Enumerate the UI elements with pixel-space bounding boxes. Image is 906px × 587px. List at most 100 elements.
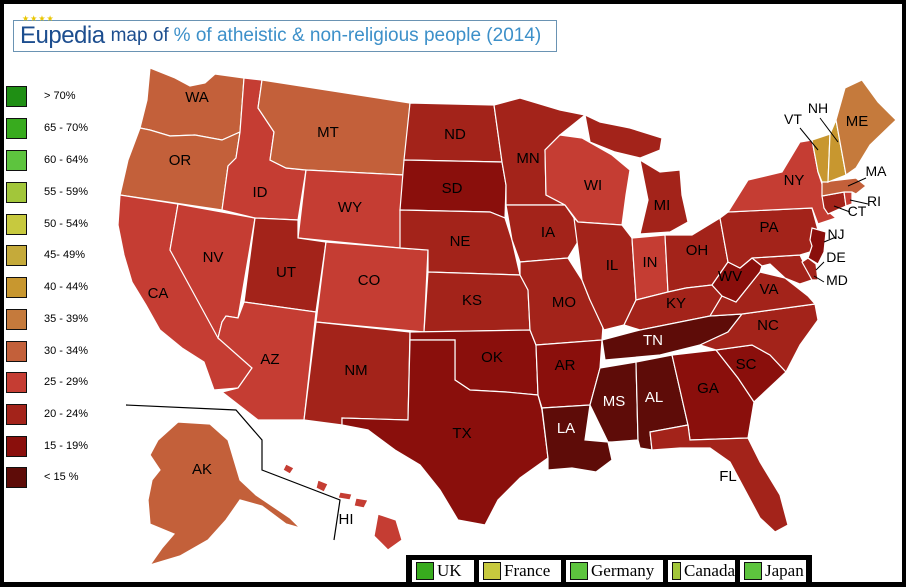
- legend-label: 50 - 54%: [44, 218, 89, 230]
- title-text: map of: [110, 25, 169, 46]
- state-label-sd: SD: [442, 180, 463, 197]
- state-label-ny: NY: [784, 172, 805, 189]
- comparison-label: Canada: [684, 561, 735, 580]
- comparison-swatch: [416, 562, 434, 580]
- title-accent: % of atheistic & non-religious people (2…: [173, 25, 542, 46]
- state-label-ga: GA: [697, 380, 719, 397]
- state-label-wv: WV: [718, 268, 742, 285]
- state-co[interactable]: [315, 241, 429, 333]
- legend-swatch: [6, 86, 27, 107]
- state-label-de: DE: [826, 249, 845, 265]
- state-fl[interactable]: [649, 424, 789, 533]
- state-label-wy: WY: [338, 199, 362, 216]
- inset-divider: [125, 404, 341, 541]
- legend-item: 20 - 24%: [6, 404, 126, 426]
- legend-label: 45- 49%: [44, 249, 85, 261]
- comparison-swatch: [744, 562, 762, 580]
- legend-item: 15 - 19%: [6, 436, 126, 458]
- state-label-mn: MN: [516, 150, 539, 167]
- eupedia-logo[interactable]: ★★★★ Eupedia: [20, 14, 105, 50]
- state-label-tn: TN: [643, 332, 663, 349]
- state-label-ms: MS: [603, 393, 626, 410]
- comparison-item-uk: UK: [412, 560, 474, 582]
- state-mi[interactable]: [584, 113, 689, 235]
- state-label-va: VA: [760, 281, 779, 298]
- state-label-il: IL: [606, 257, 619, 274]
- state-label-nc: NC: [757, 317, 779, 334]
- state-label-co: CO: [358, 272, 381, 289]
- comparison-swatch: [570, 562, 588, 580]
- state-label-vt: VT: [784, 111, 802, 127]
- legend-label: < 15 %: [44, 471, 79, 483]
- state-label-nv: NV: [203, 249, 224, 266]
- state-vt[interactable]: [811, 133, 831, 183]
- state-hi[interactable]: [282, 463, 403, 551]
- state-label-id: ID: [253, 184, 268, 201]
- legend-label: 65 - 70%: [44, 122, 89, 134]
- legend-swatch: [6, 372, 27, 393]
- comparison-item-canada: Canada: [668, 560, 735, 582]
- legend-item: > 70%: [6, 86, 126, 108]
- state-label-ri: RI: [867, 193, 881, 209]
- state-label-nh: NH: [808, 100, 828, 116]
- legend-swatch: [6, 404, 27, 425]
- comparison-label: Germany: [591, 561, 655, 580]
- legend-item: < 15 %: [6, 467, 126, 489]
- legend-label: 15 - 19%: [44, 440, 89, 452]
- legend-label: 40 - 44%: [44, 281, 89, 293]
- state-label-oh: OH: [686, 242, 709, 259]
- state-nj[interactable]: [807, 227, 827, 265]
- state-label-ma: MA: [866, 163, 888, 179]
- legend-label: 30 - 34%: [44, 345, 89, 357]
- legend-swatch: [6, 277, 27, 298]
- state-la[interactable]: [541, 404, 613, 473]
- legend-item: 30 - 34%: [6, 341, 126, 363]
- legend-swatch: [6, 214, 27, 235]
- state-label-az: AZ: [260, 351, 279, 368]
- state-label-fl: FL: [719, 468, 737, 485]
- legend-swatch: [6, 467, 27, 488]
- state-ak[interactable]: [147, 421, 303, 567]
- state-label-or: OR: [169, 152, 192, 169]
- legend-label: 25 - 29%: [44, 376, 89, 388]
- legend-label: 60 - 64%: [44, 154, 89, 166]
- state-label-sc: SC: [736, 356, 757, 373]
- state-label-pa: PA: [760, 219, 779, 236]
- comparison-legend: UK France Germany Canada Japan: [406, 555, 812, 587]
- state-label-nd: ND: [444, 126, 466, 143]
- state-label-ak: AK: [192, 461, 212, 478]
- state-label-in: IN: [643, 254, 658, 271]
- state-label-la: LA: [557, 420, 575, 437]
- state-de[interactable]: [801, 257, 819, 281]
- comparison-label: Japan: [765, 561, 804, 580]
- comparison-label: UK: [437, 561, 462, 580]
- state-il[interactable]: [573, 216, 637, 331]
- state-label-hi: HI: [339, 511, 354, 528]
- state-md[interactable]: [750, 254, 813, 285]
- legend-label: 55 - 59%: [44, 186, 89, 198]
- state-label-nm: NM: [344, 362, 367, 379]
- leader-lines: [799, 117, 869, 283]
- state-label-ky: KY: [666, 295, 686, 312]
- state-nc[interactable]: [698, 303, 819, 374]
- legend-swatch: [6, 309, 27, 330]
- state-label-ne: NE: [450, 233, 471, 250]
- state-label-mt: MT: [317, 124, 339, 141]
- state-tx[interactable]: [341, 339, 549, 526]
- comparison-item-japan: Japan: [740, 560, 806, 582]
- state-label-tx: TX: [452, 425, 471, 442]
- comparison-swatch: [483, 562, 501, 580]
- map-frame: ★★★★ Eupedia map of % of atheistic & non…: [4, 4, 902, 587]
- legend-item: 45- 49%: [6, 245, 126, 267]
- legend-swatch: [6, 341, 27, 362]
- state-me[interactable]: [835, 79, 897, 177]
- legend-swatch: [6, 150, 27, 171]
- legend-item: 65 - 70%: [6, 118, 126, 140]
- state-label-nj: NJ: [827, 226, 844, 242]
- state-label-al: AL: [645, 389, 663, 406]
- comparison-swatch: [672, 562, 682, 580]
- state-label-mo: MO: [552, 294, 576, 311]
- legend-item: 55 - 59%: [6, 182, 126, 204]
- state-label-ar: AR: [555, 357, 576, 374]
- legend-swatch: [6, 182, 27, 203]
